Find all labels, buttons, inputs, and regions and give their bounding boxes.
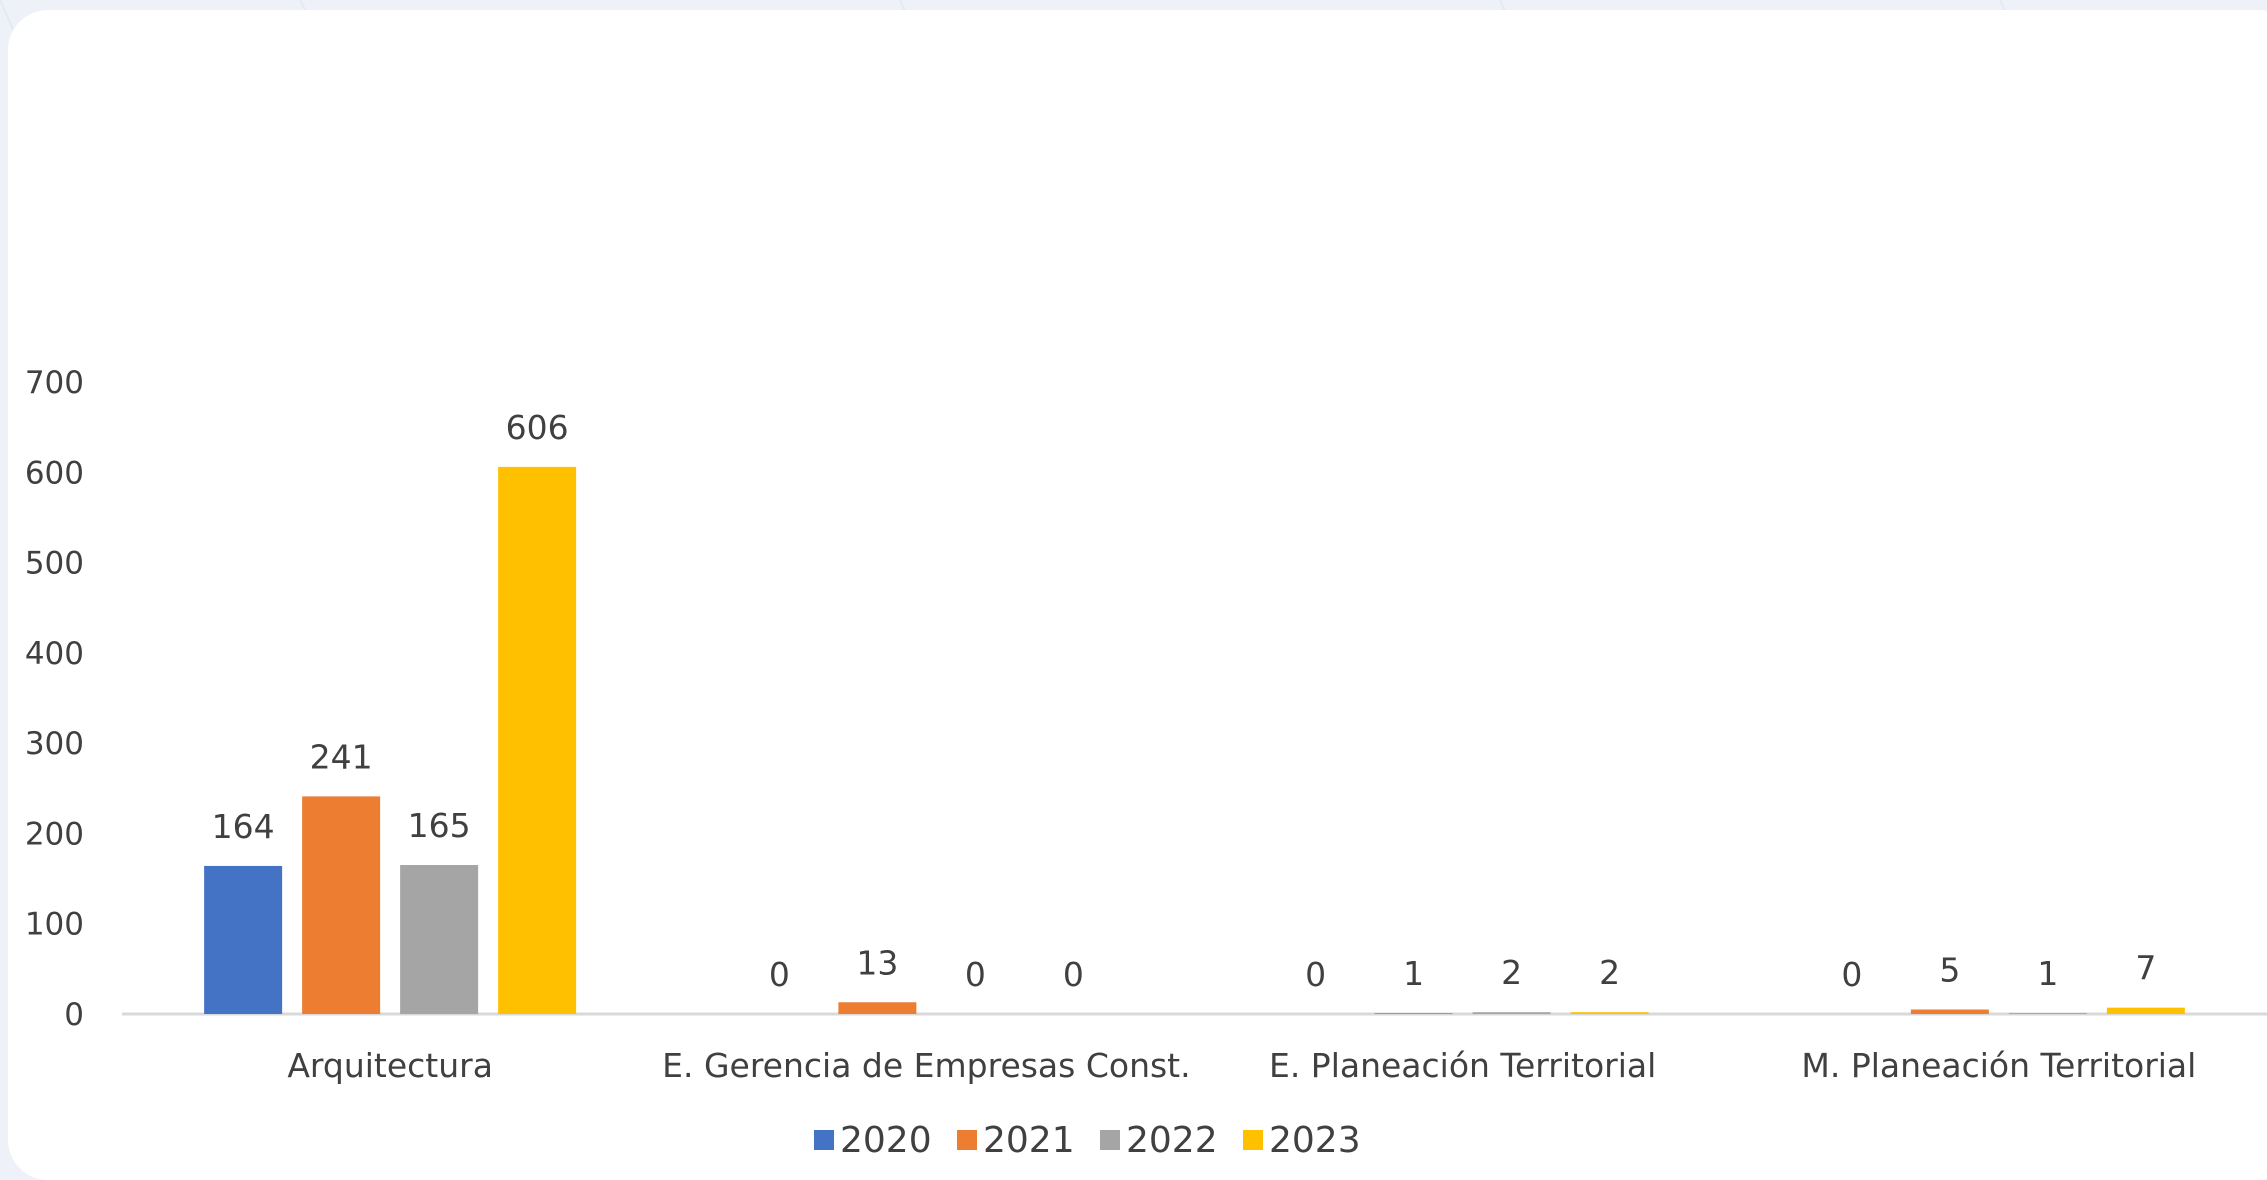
x-category-label: M. Planeación Territorial [1801,1046,2196,1085]
legend-label: 2022 [1126,1120,1218,1161]
data-label: 0 [1063,955,1084,994]
bar-2023-2 [1570,1012,1649,1014]
y-tick-label: 400 [25,636,84,672]
bar-2022-0 [400,865,479,1014]
data-label: 165 [408,806,471,845]
legend-swatch-2022 [1100,1130,1120,1150]
bar-2020-0 [204,865,283,1014]
x-category-label: Arquitectura [287,1046,493,1085]
bar-2021-1 [838,1002,917,1014]
data-label: 0 [769,955,790,994]
chart-card [8,10,2267,1180]
y-tick-label: 300 [25,726,84,762]
y-axis: 0 100 200 300 400 500 600 700 [25,365,84,1033]
bar-2021-0 [302,796,381,1014]
y-tick-label: 600 [25,455,84,491]
legend-swatch-2021 [957,1130,977,1150]
legend-label: 2023 [1269,1120,1361,1161]
y-tick-label: 700 [25,365,84,401]
plot-area: 164 241 165 606 0 13 0 0 0 1 2 2 0 5 1 7 [122,408,2267,1016]
bar-2021-3 [1910,1009,1989,1014]
data-label: 164 [212,807,275,846]
data-label: 13 [856,943,898,982]
data-label: 0 [1841,955,1862,994]
data-label: 241 [310,737,373,776]
bar-2023-0 [498,466,577,1015]
data-label: 7 [2135,949,2156,988]
bar-2022-2 [1472,1012,1551,1014]
x-category-label: E. Gerencia de Empresas Const. [662,1046,1190,1085]
data-label: 1 [1403,954,1424,993]
bar-2021-2 [1374,1013,1453,1014]
legend-swatch-2023 [1243,1130,1263,1150]
legend-swatch-2020 [814,1130,834,1150]
data-label: 2 [1599,953,1620,992]
x-category-label: E. Planeación Territorial [1269,1046,1656,1085]
legend-label: 2021 [983,1120,1075,1161]
legend-label: 2020 [840,1120,932,1161]
data-label: 0 [1305,955,1326,994]
y-tick-label: 100 [25,907,84,943]
data-label: 5 [1939,950,1960,989]
y-tick-label: 500 [25,546,84,582]
data-label: 1 [2037,954,2058,993]
bar-2023-3 [2106,1007,2185,1014]
y-tick-label: 0 [64,997,84,1033]
data-label: 0 [965,955,986,994]
data-label: 606 [506,408,569,447]
legend: 2020 2021 2022 2023 [814,1120,1361,1161]
data-label: 2 [1501,953,1522,992]
x-axis: Arquitectura E. Gerencia de Empresas Cons… [287,1046,2196,1085]
bar-2022-3 [2008,1013,2087,1014]
y-tick-label: 200 [25,816,84,852]
